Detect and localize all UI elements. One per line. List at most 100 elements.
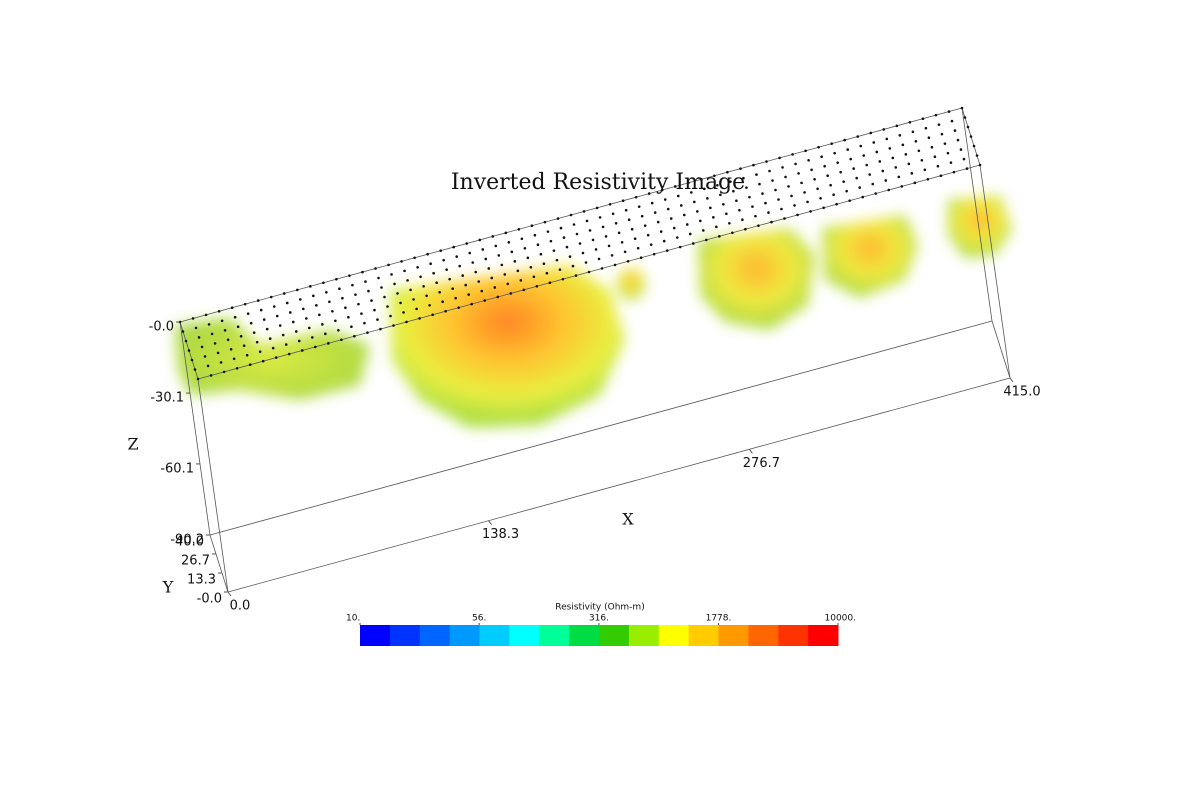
electrode xyxy=(370,299,373,302)
electrode xyxy=(510,250,514,254)
x-tick xyxy=(748,449,753,454)
electrode xyxy=(256,299,260,302)
electrode xyxy=(478,238,482,242)
electrode xyxy=(361,270,364,274)
electrode xyxy=(718,235,721,238)
electrode xyxy=(653,211,657,214)
electrode xyxy=(895,124,899,128)
electrode xyxy=(373,308,376,312)
electrode xyxy=(357,302,360,306)
electrode xyxy=(335,277,338,281)
electrode xyxy=(946,151,950,155)
electrode xyxy=(659,230,663,233)
electrode xyxy=(568,255,572,258)
electrode xyxy=(213,342,217,345)
electrode xyxy=(196,377,200,381)
electrode xyxy=(963,116,967,119)
electrode xyxy=(822,206,825,210)
electrode xyxy=(604,235,608,238)
electrode xyxy=(731,231,734,235)
electrode xyxy=(934,113,938,117)
electrode xyxy=(887,188,891,192)
electrode xyxy=(952,170,956,174)
electrode xyxy=(621,199,625,203)
x-tick xyxy=(1009,377,1014,383)
electrode xyxy=(647,192,651,195)
electrode xyxy=(770,220,773,224)
electrode xyxy=(975,154,979,157)
electrode xyxy=(353,334,356,338)
electrode xyxy=(230,306,234,310)
electrode xyxy=(826,174,829,178)
electrode xyxy=(923,168,927,172)
electrode xyxy=(363,321,366,325)
electrode xyxy=(438,290,441,294)
electrode xyxy=(882,128,886,131)
electrode xyxy=(327,342,330,345)
electrode xyxy=(817,145,820,149)
electrode xyxy=(875,150,879,154)
electrode xyxy=(712,216,715,219)
electrode xyxy=(519,279,523,282)
electrode xyxy=(630,227,634,231)
electrode xyxy=(623,250,627,254)
electrode xyxy=(871,182,875,186)
colorbar-swatch xyxy=(479,625,510,646)
electrode xyxy=(348,274,351,277)
electrode xyxy=(810,168,813,172)
electrode xyxy=(598,216,602,219)
electrode xyxy=(458,264,462,268)
electrode xyxy=(646,233,650,237)
electrode xyxy=(325,290,328,294)
electrode xyxy=(351,283,354,287)
electrode xyxy=(797,172,800,175)
electrode xyxy=(281,333,285,337)
electrode xyxy=(820,155,823,159)
electrode xyxy=(813,178,816,181)
electrode xyxy=(672,226,676,230)
electrode xyxy=(908,120,912,124)
electrode xyxy=(340,338,343,342)
electrode xyxy=(389,314,392,318)
electrode xyxy=(904,153,908,156)
electrode xyxy=(744,227,747,231)
electrode xyxy=(337,328,340,332)
x-tick xyxy=(488,520,493,525)
electrode xyxy=(872,141,876,144)
electrode xyxy=(210,332,214,336)
electrode xyxy=(765,160,768,163)
electrode xyxy=(691,242,695,245)
electrode xyxy=(610,254,614,257)
electrode xyxy=(868,173,872,176)
electrode xyxy=(461,274,465,277)
electrode xyxy=(728,221,731,225)
electrode xyxy=(405,320,408,324)
electrode xyxy=(272,305,276,308)
z-axis-label: Z xyxy=(127,435,138,454)
electrode xyxy=(588,229,592,232)
electrode xyxy=(675,236,679,239)
electrode xyxy=(856,135,860,138)
electrode xyxy=(536,243,540,246)
electrode xyxy=(477,280,481,283)
electrode xyxy=(350,325,353,329)
box-edge xyxy=(227,377,1011,593)
electrode xyxy=(846,148,849,151)
electrode xyxy=(483,299,487,302)
electrode xyxy=(676,194,680,198)
electrode xyxy=(784,175,787,179)
electrode xyxy=(930,145,934,149)
electrode xyxy=(781,166,784,169)
electrode xyxy=(849,157,852,161)
y-tick-label: 13.3 xyxy=(187,573,216,588)
electrode xyxy=(726,170,729,174)
electrode xyxy=(660,188,664,192)
electrode xyxy=(193,368,197,371)
electrode xyxy=(464,283,468,287)
electrode xyxy=(506,282,510,286)
electrode xyxy=(836,161,839,164)
electrode xyxy=(939,174,943,177)
electrode xyxy=(742,176,745,180)
electrode xyxy=(507,241,511,244)
electrode xyxy=(282,292,286,295)
